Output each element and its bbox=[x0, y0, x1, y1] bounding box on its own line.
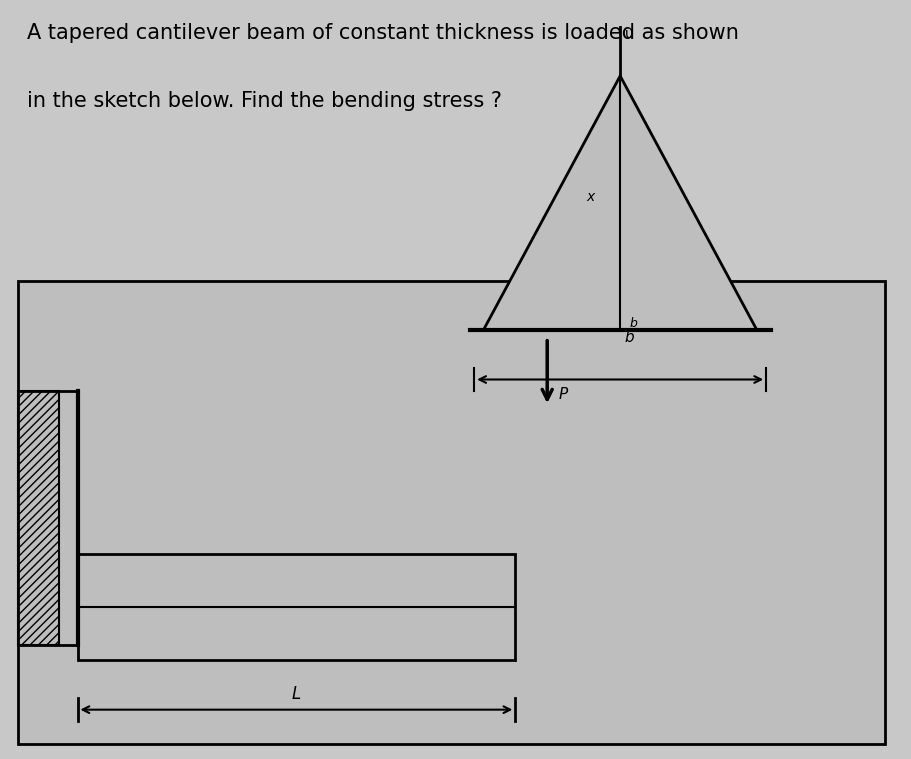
Text: b: b bbox=[624, 330, 634, 345]
Text: P: P bbox=[558, 387, 567, 402]
Bar bbox=[77, 554, 515, 660]
Text: L: L bbox=[292, 685, 301, 704]
Text: b: b bbox=[629, 317, 637, 330]
Bar bbox=[18, 391, 59, 645]
Text: x: x bbox=[586, 191, 595, 204]
Text: A tapered cantilever beam of constant thickness is loaded as shown: A tapered cantilever beam of constant th… bbox=[27, 23, 739, 43]
Text: u: u bbox=[624, 27, 633, 41]
Bar bbox=[18, 281, 884, 744]
Polygon shape bbox=[483, 76, 756, 330]
Text: in the sketch below. Find the bending stress ?: in the sketch below. Find the bending st… bbox=[27, 91, 502, 111]
